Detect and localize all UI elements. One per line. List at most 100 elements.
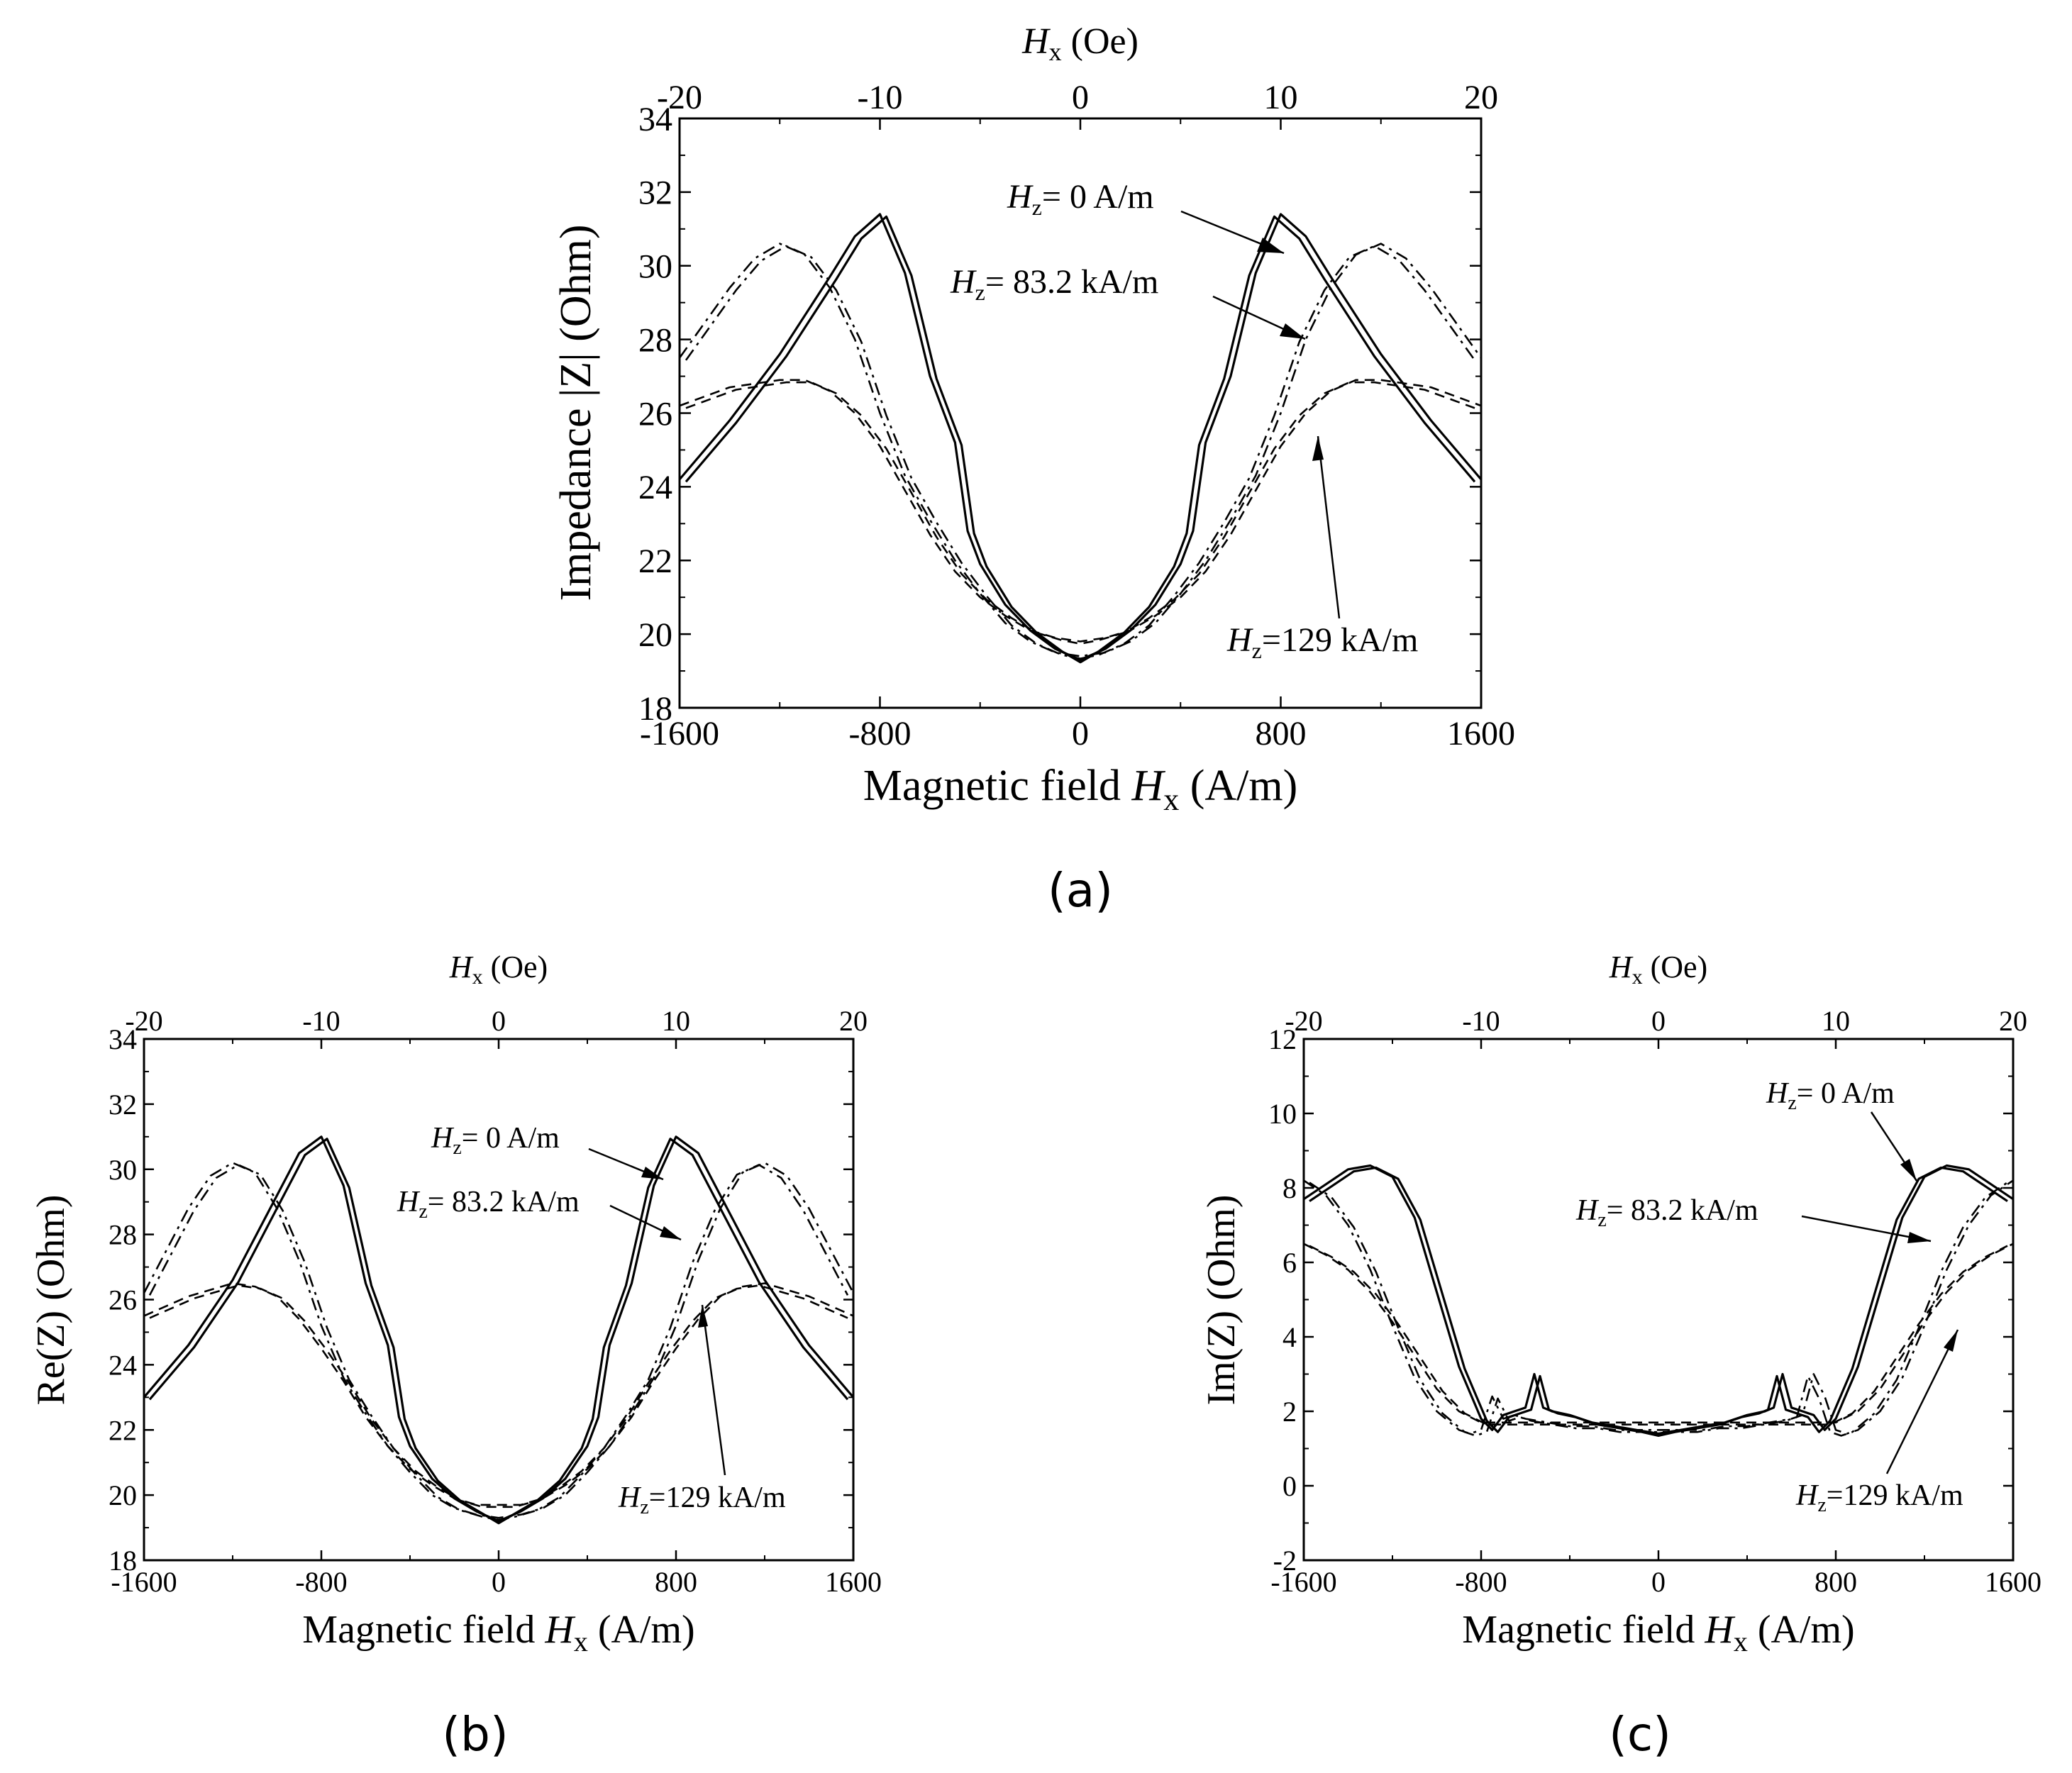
panel-c-series-line-hz-129-ka-m-branch-2 [1309,1245,2008,1425]
panel-a-arrowhead-hz-129 [1312,436,1324,461]
panel-b-label: (b) [442,1707,508,1762]
panel-c-arrow-hz-129 [1885,1329,1959,1474]
panel-a-series-line-hz-83-2-ka-m-branch-1 [678,243,1483,657]
panel-a-y-axis-title: Impedance |Z| (Ohm) [552,225,600,601]
panel-a-arrow-hz-129 [1317,435,1341,619]
panel-a-series [678,213,1483,664]
panel-a-ytick-label: 28 [638,321,672,359]
panel-b-xtick-label: 0 [492,1566,506,1598]
panel-c-ytick-label: 4 [1282,1321,1297,1353]
panel-b-annotations: Hz= 0 A/m Hz= 83.2 kA/m Hz=129 kA/m [397,1122,786,1518]
panel-a-xtick-label: 0 [1072,715,1089,752]
panel-b-series-line-hz-83-2-ka-m-branch-2 [148,1164,849,1521]
panel-c-label: (c) [1609,1707,1671,1762]
panel-c-ytick-label: 12 [1268,1023,1297,1055]
panel-a-annotation-hz-129: Hz=129 kA/m [1226,621,1418,663]
panel-a-x-axis-title: Magnetic field Hx (A/m) [863,762,1298,817]
panel-a-ytick-label: 34 [638,101,672,138]
panel-b-top-xtick-label: 20 [839,1005,868,1037]
panel-b-annotation-hz-129: Hz=129 kA/m [618,1482,786,1518]
panel-a-top-xtick-label: 0 [1072,79,1089,116]
chart-panel-c: -1600 -800 0 800 1600-20 -10 0 10 20-2024681012 … [1200,950,2041,1762]
panel-c-xtick-label: 800 [1815,1566,1857,1598]
panel-c-arrowhead-hz-83 [1907,1232,1931,1243]
panel-b-ytick-label: 32 [109,1089,137,1121]
panel-c-series-line-hz-0-a-m-branch-2 [1309,1166,2008,1437]
panel-a-annotation-hz-83: Hz= 83.2 kA/m [950,263,1158,305]
panel-a-annotation-hz-0: Hz= 0 A/m [1007,178,1154,220]
panel-c-xtick-label: 1600 [1985,1566,2041,1598]
panel-a-xtick-label: 1600 [1447,715,1515,752]
panel-b-series-line-hz-129-ka-m-branch-2 [149,1284,848,1508]
panel-b-annotation-hz-0: Hz= 0 A/m [431,1122,560,1159]
panel-b-ytick-label: 30 [109,1154,137,1186]
panel-a-label: (a) [1048,863,1113,918]
panel-a-ytick-label: 30 [638,248,672,286]
panel-b-top-xtick-label: 10 [662,1005,690,1037]
panel-c-top-xtick-label: 20 [1999,1005,2027,1037]
panel-b-ytick-label: 34 [109,1023,137,1055]
panel-a-ytick-label: 22 [638,543,672,580]
panel-b-annotation-hz-83: Hz= 83.2 kA/m [397,1186,580,1223]
panel-b-xtick-label: -1600 [111,1566,177,1598]
panel-b-x-axis-title: Magnetic field Hx (A/m) [302,1608,694,1657]
panel-a-xtick-label: -800 [849,715,912,752]
panel-b-ytick-label: 28 [109,1219,137,1251]
panel-b-xtick-label: 1600 [825,1566,882,1598]
panel-c-ytick-label: 0 [1282,1470,1297,1502]
panel-a-xtick-label: -1600 [640,715,719,752]
panel-b-arrowhead-hz-0 [641,1167,663,1179]
panel-a-ytick-label: 24 [638,469,672,506]
panel-c-ytick-label: -2 [1273,1545,1297,1577]
panel-c-top-axis-title: Hx (Oe) [1609,950,1707,989]
panel-b-top-xtick-label: -20 [125,1005,162,1037]
panel-b-ticks: -1600 -800 0 800 1600 -20 -10 0 10 20 18 20 22 24 26 28… [109,1005,882,1598]
panel-c-series-line-hz-83-2-ka-m-branch-2 [1309,1182,2008,1437]
panel-b-series-line-hz-0-a-m-branch-1 [143,1135,855,1523]
panel-b-ytick-label: 22 [109,1414,137,1446]
panel-b-top-axis-title: Hx (Oe) [449,950,548,989]
panel-a-xtick-label: 800 [1256,715,1307,752]
panel-c-ytick-label: 8 [1282,1172,1297,1204]
panel-c-xtick-label: -800 [1455,1566,1507,1598]
panel-a-top-xtick-label: -20 [657,79,702,116]
panel-a-arrowhead-hz-83 [1280,323,1305,339]
panel-c-arrowhead-hz-0 [1900,1159,1917,1181]
panel-c-annotation-hz-83: Hz= 83.2 kA/m [1575,1194,1758,1231]
panel-c-x-axis-title: Magnetic field Hx (A/m) [1462,1608,1854,1657]
panel-c-ytick-label: 2 [1282,1396,1297,1428]
panel-c-xtick-label: 0 [1651,1566,1666,1598]
panel-a-arrowhead-hz-0 [1257,238,1284,253]
panel-c-top-xtick-label: -20 [1285,1005,1322,1037]
panel-c-arrowhead-hz-129 [1944,1330,1958,1352]
panel-a-top-xtick-label: 20 [1464,79,1498,116]
panel-b-series-line-hz-83-2-ka-m-branch-1 [143,1162,855,1519]
panel-a-series-line-hz-0-a-m-branch-1 [678,213,1483,662]
chart-panel-a: -1600 -800 0 800 1600 -20 -10 0 10 20 18 20 22 24 26 28… [552,21,1515,918]
panel-c-top-xtick-label: 10 [1822,1005,1850,1037]
panel-c-annotations: Hz= 0 A/m Hz= 83.2 kA/m Hz=129 kA/m [1575,1077,1963,1516]
panel-a-ytick-label: 20 [638,616,672,654]
panel-a-top-axis-title: Hx (Oe) [1021,21,1139,66]
panel-b-top-xtick-label: -10 [302,1005,340,1037]
panel-a-series-line-hz-129-ka-m-branch-1 [679,379,1482,643]
panel-c-y-axis-title: Im(Z) (Ohm) [1200,1194,1243,1405]
panel-c-annotation-hz-0: Hz= 0 A/m [1766,1077,1895,1114]
panel-a-annotations: Hz= 0 A/m Hz= 83.2 kA/m Hz=129 kA/m [950,178,1418,663]
panel-a-ytick-label: 32 [638,174,672,212]
panel-c-top-xtick-label: 0 [1651,1005,1666,1037]
panel-c-xtick-label: -1600 [1270,1566,1336,1598]
panel-a-ytick-label: 26 [638,395,672,433]
panel-a-series-line-hz-0-a-m-branch-2 [685,215,1476,664]
panel-c-ytick-label: 6 [1282,1247,1297,1279]
panel-c-series-line-hz-83-2-ka-m-branch-1 [1303,1179,2014,1435]
panel-a-top-xtick-label: 10 [1264,79,1298,116]
panel-c-series [1303,1164,2014,1437]
panel-b-series-line-hz-0-a-m-branch-2 [148,1138,849,1525]
panel-b-arrowhead-hz-83 [660,1226,681,1240]
panel-b-xtick-label: 800 [655,1566,697,1598]
panel-c-top-xtick-label: -10 [1462,1005,1500,1037]
panel-b-ytick-label: 18 [109,1545,137,1577]
